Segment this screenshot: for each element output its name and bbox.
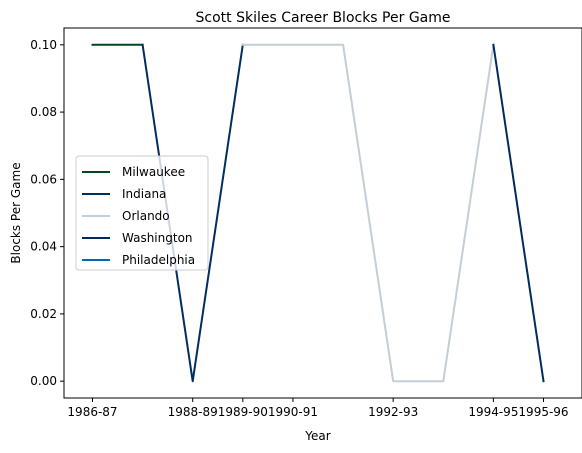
x-tick-label: 1992-93 [368,405,418,419]
series-line-orlando [241,43,495,383]
y-tick-label: 0.02 [30,307,57,321]
x-axis-label: Year [304,429,330,443]
y-axis-label: Blocks Per Game [9,162,23,263]
y-tick-label: 0.08 [30,105,57,119]
legend: Milwaukee Indiana Orlando Washington Philade… [75,155,209,271]
legend-item-indiana: Indiana [82,187,166,201]
x-tick-label: 1994-95 [468,405,518,419]
legend-label: Indiana [122,187,166,201]
chart-title: Scott Skiles Career Blocks Per Game [196,10,451,26]
series-line-washington [492,43,545,383]
legend-item-milwaukee: Milwaukee [82,165,185,179]
y-tick-label: 0.10 [30,38,57,52]
x-tick-label: 1989-90 [218,405,268,419]
y-tick-label: 0.04 [30,240,57,254]
legend-item-washington: Washington [82,231,193,245]
plot-frame [63,27,582,399]
x-axis: 1986-87 1988-89 1989-90 1990-91 1992-93 1994-… [67,398,569,419]
y-axis: 0.00 0.02 0.04 0.06 0.08 0.10 [30,38,64,388]
legend-label: Philadelphia [122,253,195,267]
x-tick-label: 1990-91 [268,405,318,419]
legend-item-philadelphia: Philadelphia [82,253,195,267]
x-tick-label: 1986-87 [67,405,117,419]
x-tick-label: 1995-96 [518,405,568,419]
legend-label: Milwaukee [122,165,185,179]
y-tick-label: 0.00 [30,374,57,388]
y-tick-label: 0.06 [30,172,57,186]
x-tick-label: 1988-89 [168,405,218,419]
legend-label: Washington [122,231,193,245]
legend-item-orlando: Orlando [82,209,170,223]
legend-box [75,155,209,271]
legend-label: Orlando [122,209,170,223]
